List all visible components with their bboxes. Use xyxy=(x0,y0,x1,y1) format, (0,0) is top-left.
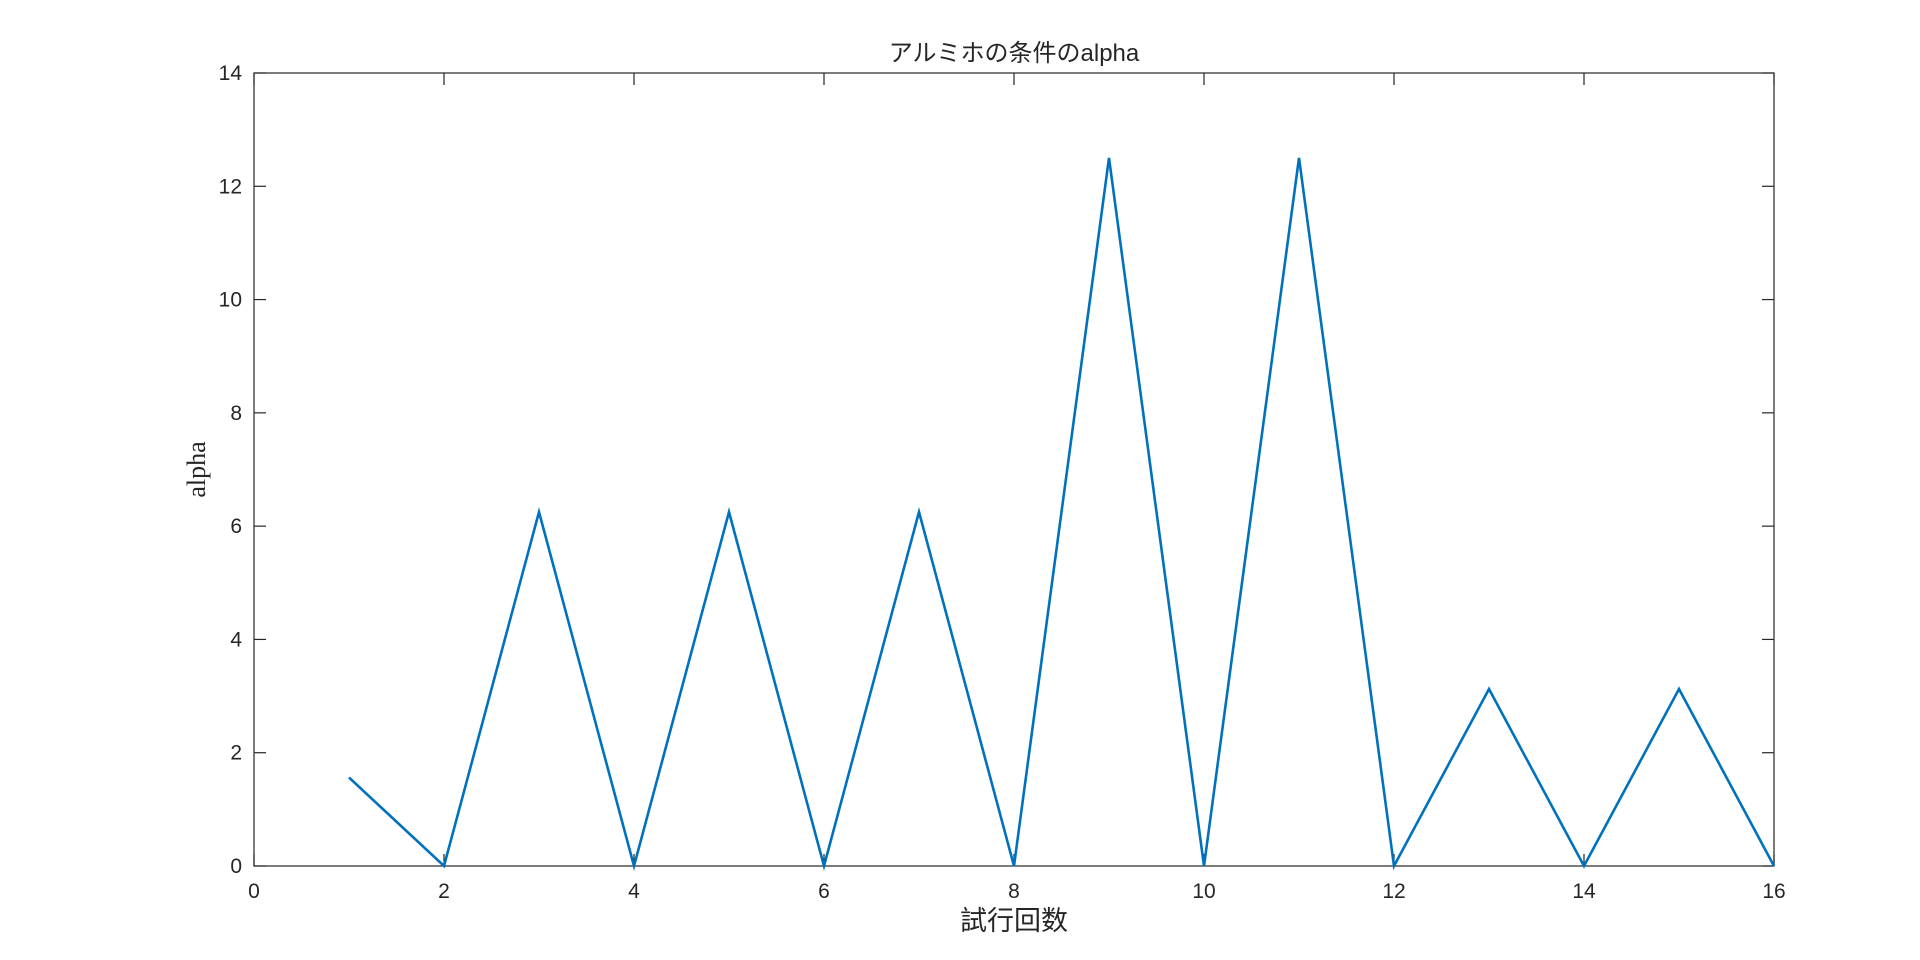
x-tick-label: 0 xyxy=(248,880,260,903)
chart-title: アルミホの条件のalpha xyxy=(889,40,1140,67)
tick-marks xyxy=(253,72,1775,867)
axes-box xyxy=(253,72,1775,867)
series-group xyxy=(348,157,1776,872)
y-tick-label: 8 xyxy=(230,402,242,425)
series-line xyxy=(348,157,1776,872)
x-tick-label: 8 xyxy=(1008,880,1020,903)
y-tick-label: 0 xyxy=(230,855,242,878)
x-tick-label: 4 xyxy=(628,880,640,903)
x-tick-label: 10 xyxy=(1192,880,1215,903)
y-axis-label: alpha xyxy=(182,441,211,498)
x-tick-label: 16 xyxy=(1762,880,1785,903)
x-axis-label: 試行回数 xyxy=(960,906,1068,936)
x-tick-label: 14 xyxy=(1572,880,1596,903)
tick-labels: 0 2 4 6 8 10 12 14 16 0 2 4 6 8 10 12 14 xyxy=(219,62,1786,903)
x-tick-label: 6 xyxy=(818,880,830,903)
y-tick-label: 2 xyxy=(230,742,242,765)
y-tick-label: 4 xyxy=(230,628,242,651)
x-tick-label: 12 xyxy=(1382,880,1405,903)
y-tick-label: 14 xyxy=(219,62,243,85)
y-tick-label: 6 xyxy=(230,515,242,538)
y-tick-label: 10 xyxy=(219,289,242,312)
axes xyxy=(253,72,1775,867)
x-tick-label: 2 xyxy=(438,880,450,903)
y-tick-label: 12 xyxy=(219,175,242,198)
